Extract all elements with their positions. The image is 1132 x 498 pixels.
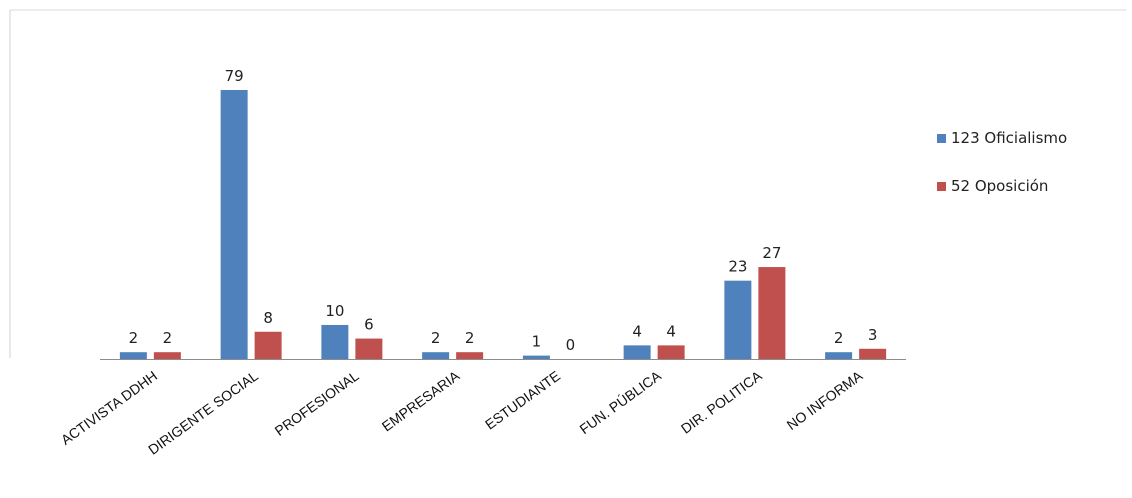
bar-oficialismo-5 bbox=[623, 345, 651, 359]
bar-oficialismo-0 bbox=[119, 352, 147, 359]
bar-oposicion-6 bbox=[758, 267, 786, 359]
data-label-oficialismo-2: 10 bbox=[325, 302, 344, 320]
data-label-oficialismo-1: 79 bbox=[225, 67, 244, 85]
x-tick-label-0: ACTIVISTA DDHH bbox=[58, 367, 160, 447]
data-label-oposicion-6: 27 bbox=[762, 244, 781, 262]
data-label-oficialismo-3: 2 bbox=[431, 329, 441, 347]
bar-oficialismo-2 bbox=[321, 324, 349, 359]
bar-oposicion-5 bbox=[657, 345, 685, 359]
bar-oposicion-7 bbox=[859, 348, 887, 359]
x-tick-label-2: PROFESIONAL bbox=[272, 367, 362, 439]
data-label-oficialismo-6: 23 bbox=[728, 258, 747, 276]
data-label-oposicion-0: 2 bbox=[163, 329, 173, 347]
data-label-oficialismo-4: 1 bbox=[532, 333, 542, 351]
bar-oposicion-0 bbox=[153, 352, 181, 359]
legend-label-oposicion: 52 Oposición bbox=[951, 177, 1049, 195]
data-label-oficialismo-7: 2 bbox=[834, 329, 844, 347]
data-label-oposicion-1: 8 bbox=[263, 309, 273, 327]
legend: 123 Oficialismo 52 Oposición bbox=[937, 128, 1067, 224]
x-tick-label-7: NO INFORMA bbox=[784, 367, 866, 433]
bar-oficialismo-4 bbox=[522, 355, 550, 359]
x-tick-label-6: DIR. POLITICA bbox=[678, 367, 765, 437]
x-tick-label-1: DIRIGENTE SOCIAL bbox=[145, 367, 261, 457]
legend-label-oficialismo: 123 Oficialismo bbox=[951, 129, 1068, 147]
bar-oposicion-1 bbox=[254, 331, 282, 359]
data-label-oficialismo-0: 2 bbox=[129, 329, 139, 347]
bar-oficialismo-7 bbox=[825, 352, 853, 359]
bar-oficialismo-1 bbox=[220, 90, 248, 359]
legend-swatch-oficialismo bbox=[937, 133, 946, 143]
data-label-oficialismo-5: 4 bbox=[632, 322, 642, 340]
x-tick-label-4: ESTUDIANTE bbox=[482, 367, 563, 432]
data-label-oposicion-2: 6 bbox=[364, 316, 374, 334]
legend-item-oposicion: 52 Oposición bbox=[937, 176, 1067, 196]
data-label-oposicion-3: 2 bbox=[465, 329, 475, 347]
legend-swatch-oposicion bbox=[937, 181, 946, 191]
data-label-oposicion-5: 4 bbox=[666, 322, 676, 340]
bar-oficialismo-3 bbox=[422, 352, 450, 359]
data-label-oposicion-4: 0 bbox=[566, 336, 576, 354]
data-label-oposicion-7: 3 bbox=[868, 326, 878, 344]
legend-item-oficialismo: 123 Oficialismo bbox=[937, 128, 1067, 148]
x-tick-label-3: EMPRESARIA bbox=[379, 367, 463, 434]
bar-oposicion-3 bbox=[456, 352, 484, 359]
bar-oficialismo-6 bbox=[724, 280, 752, 359]
bar-oposicion-2 bbox=[355, 338, 383, 359]
x-tick-label-5: FUN. PÚBLICA bbox=[576, 367, 664, 437]
